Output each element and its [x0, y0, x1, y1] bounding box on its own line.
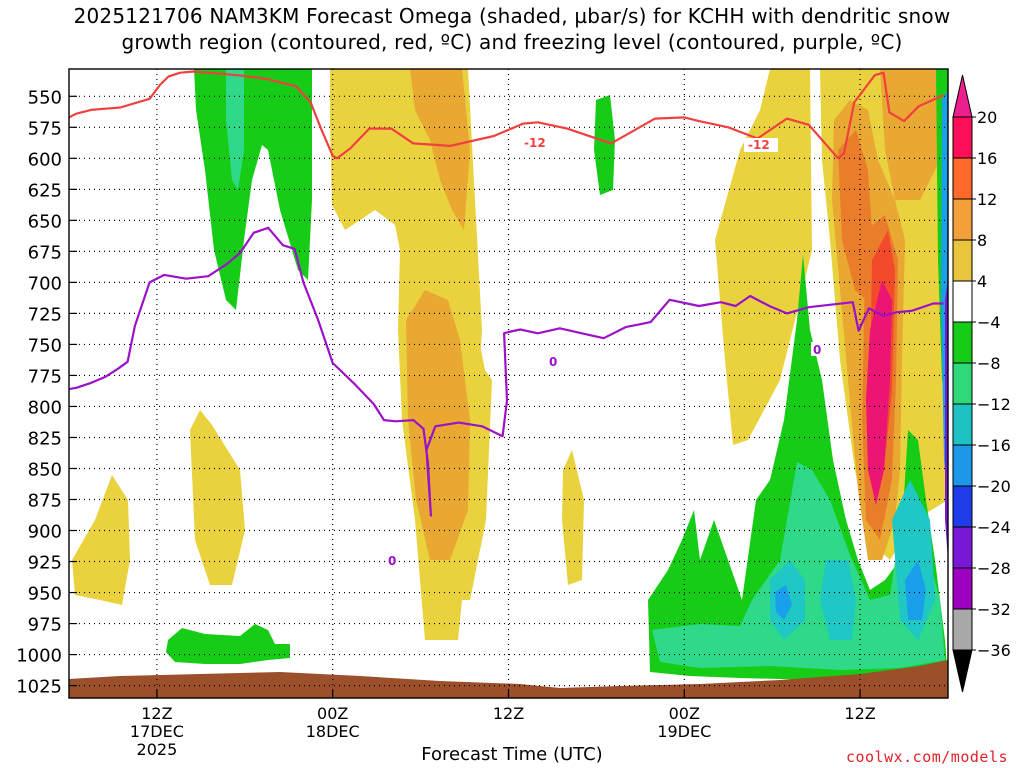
x-tick-label: 12Z — [844, 704, 875, 723]
omega-yellow-patch-small — [562, 450, 584, 585]
omega-yellow-patch-left — [72, 475, 130, 605]
y-tick-label: 850 — [28, 459, 62, 480]
y-tick-label: 550 — [28, 87, 62, 108]
omega-blue-core-1 — [905, 560, 926, 620]
y-tick-label: 900 — [28, 522, 62, 543]
chart-title-line-1: 2025121706 NAM3KM Forecast Omega (shaded… — [73, 4, 951, 28]
colorbar-label: −32 — [977, 600, 1011, 619]
y-tick-label: 650 — [28, 211, 62, 232]
omega-seagreen-region — [652, 462, 945, 670]
omega-pink-max-core — [866, 280, 892, 505]
dgz-label-1: -12 — [524, 136, 546, 150]
y-tick-label: 675 — [28, 242, 62, 263]
colorbar-swatch — [952, 485, 973, 528]
omega-violet-edge-strip — [945, 280, 948, 560]
colorbar-swatch — [952, 444, 973, 487]
colorbar-swatch — [952, 198, 973, 241]
y-tick-label: 1000 — [16, 646, 62, 667]
dendritic-growth-contour — [69, 70, 945, 160]
colorbar-top-arrow — [952, 74, 973, 118]
y-tick-label: 925 — [28, 553, 62, 574]
y-tick-label: 800 — [28, 397, 62, 418]
colorbar-label: 20 — [977, 108, 997, 127]
omega-green-patch-lower — [166, 624, 290, 664]
x-tick-label: 2025 — [137, 740, 178, 759]
x-tick-label: 00Z — [317, 704, 348, 723]
colorbar-label: −12 — [977, 395, 1011, 414]
colorbar-bottom-arrow — [952, 649, 973, 693]
chart-title-line-2: growth region (contoured, red, ºC) and f… — [121, 30, 903, 54]
colorbar-label: 12 — [977, 190, 997, 209]
y-tick-label: 625 — [28, 180, 62, 201]
colorbar-label: −20 — [977, 477, 1011, 496]
omega-teal-strip-upper — [226, 69, 244, 190]
colorbar-label: −28 — [977, 559, 1011, 578]
dgz-line-path — [69, 70, 945, 160]
y-tick-label: 775 — [28, 366, 62, 387]
y-tick-label: 725 — [28, 304, 62, 325]
shaded-omega-field — [72, 69, 948, 680]
y-tick-label: 750 — [28, 335, 62, 356]
omega-yellow-column-east — [715, 69, 812, 445]
y-tick-label: 950 — [28, 584, 62, 605]
y-tick-label: 600 — [28, 149, 62, 170]
y-tick-label: 875 — [28, 490, 62, 511]
y-axis: 550 575 600 625 650 675 700 725 750 775 800 825 850 8… — [16, 87, 77, 698]
colorbar-swatch — [952, 403, 973, 446]
colorbar-label: −8 — [977, 354, 1001, 373]
colorbar-swatch — [952, 567, 973, 610]
dgz-label-2: -12 — [748, 138, 770, 152]
omega-green-strip-upper — [594, 95, 615, 195]
colorbar-swatch — [952, 239, 973, 282]
omega-orange-region-upper — [410, 69, 470, 230]
colorbar-label: −36 — [977, 641, 1011, 660]
x-tick-label: 12Z — [493, 704, 524, 723]
omega-colorbar: 20 16 12 8 4 −4 −8 −12 −16 −20 −24 −28 −32 −36 — [952, 74, 1011, 693]
omega-blue-core-2 — [775, 585, 792, 620]
contour-labels: -12 -12 0 0 0 — [386, 136, 823, 568]
colorbar-swatch — [952, 608, 973, 651]
omega-teal-core-2 — [820, 560, 856, 640]
colorbar-label: −16 — [977, 436, 1011, 455]
colorbar-swatch — [952, 362, 973, 405]
source-credit: coolwx.com/models — [845, 748, 1008, 766]
fz-line-path — [69, 226, 944, 517]
freezing-label-3: 0 — [388, 554, 396, 568]
colorbar-label: −4 — [977, 313, 1001, 332]
x-tick-label: 18DEC — [306, 722, 360, 741]
ground-surface — [69, 660, 948, 698]
y-tick-label: 975 — [28, 615, 62, 636]
colorbar-swatch — [952, 321, 973, 364]
colorbar-label: −24 — [977, 518, 1011, 537]
colorbar-swatch — [952, 116, 973, 159]
freezing-label-1: 0 — [549, 355, 557, 369]
colorbar-label: 16 — [977, 149, 997, 168]
colorbar-swatch — [952, 157, 973, 200]
x-tick-label: 00Z — [669, 704, 700, 723]
colorbar-label: 8 — [977, 231, 987, 250]
x-tick-label: 19DEC — [657, 722, 711, 741]
y-tick-label: 700 — [28, 273, 62, 294]
colorbar-label: 4 — [977, 272, 987, 291]
y-tick-label: 1025 — [16, 677, 62, 698]
colorbar-swatch — [952, 280, 973, 323]
x-axis-label: Forecast Time (UTC) — [421, 744, 603, 765]
omega-dark-orange-core — [838, 130, 872, 300]
colorbar-swatch — [952, 526, 973, 569]
freezing-label-2: 0 — [813, 343, 821, 357]
omega-green-region-northwest — [194, 69, 312, 310]
y-tick-label: 575 — [28, 118, 62, 139]
freezing-level-contour — [69, 226, 944, 517]
omega-yellow-patch-mid — [190, 410, 245, 585]
x-tick-label: 12Z — [141, 704, 172, 723]
y-tick-label: 825 — [28, 428, 62, 449]
x-tick-label: 17DEC — [130, 722, 184, 741]
